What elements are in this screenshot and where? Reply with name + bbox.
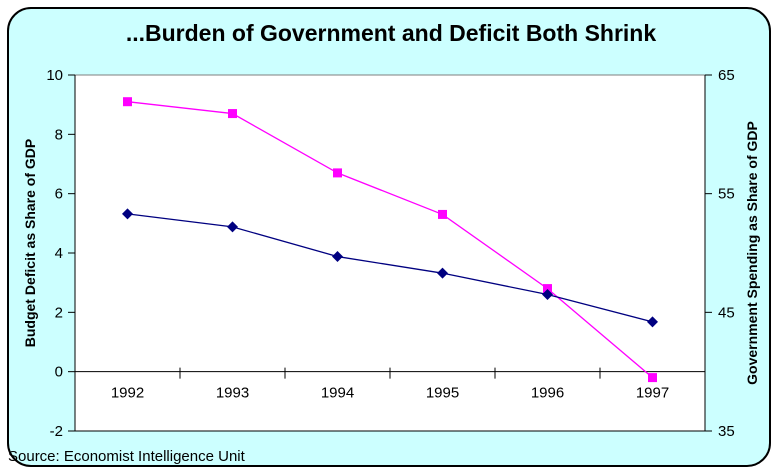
- budget-deficit-marker: [228, 109, 237, 119]
- chart-title: ...Burden of Government and Deficit Both…: [125, 20, 657, 46]
- government-spending-marker: [542, 289, 553, 301]
- government-spending-line: [127, 213, 653, 323]
- category-tick-label: 1996: [531, 385, 564, 402]
- left-axis-tick-label: 4: [55, 245, 63, 262]
- government-spending-marker: [437, 267, 448, 279]
- right-axis-tick-label: 35: [718, 423, 735, 440]
- right-axis-tick-label: 65: [718, 67, 735, 84]
- budget-deficit-marker: [543, 284, 552, 294]
- left-axis-tick-label: -2: [50, 423, 63, 440]
- left-axis-tick-label: 8: [55, 126, 63, 143]
- source-note: Source: Economist Intelligence Unit: [8, 448, 245, 465]
- left-axis-tick-label: 10: [46, 67, 63, 84]
- government-spending-marker: [227, 221, 238, 233]
- government-spending-marker: [647, 316, 658, 328]
- budget-deficit-line: [127, 101, 653, 379]
- left-axis-tick-label: 2: [55, 304, 63, 321]
- budget-deficit-marker: [123, 97, 132, 107]
- category-tick-label: 1994: [321, 385, 354, 402]
- category-tick-label: 1997: [636, 385, 669, 402]
- right-axis-tick-label: 55: [718, 186, 735, 203]
- government-spending-marker: [332, 251, 343, 263]
- budget-deficit-marker: [333, 168, 342, 178]
- category-tick-label: 1993: [216, 385, 249, 402]
- budget-deficit-marker: [438, 209, 447, 219]
- left-axis-tick-label: 0: [55, 364, 63, 381]
- right-axis-tick-label: 45: [718, 304, 735, 321]
- left-axis-tick-label: 6: [55, 186, 63, 203]
- category-tick-label: 1992: [111, 385, 144, 402]
- category-tick-label: 1995: [426, 385, 459, 402]
- budget-deficit-marker: [648, 373, 657, 383]
- government-spending-marker: [122, 208, 133, 220]
